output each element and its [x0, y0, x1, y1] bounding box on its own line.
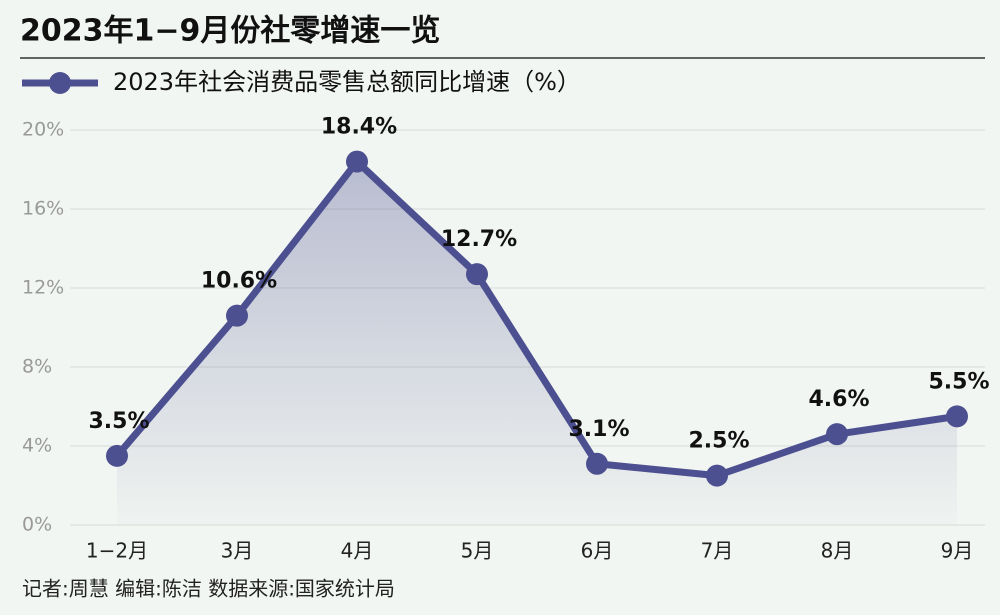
- legend: 2023年社会消费品零售总额同比增速（%）: [22, 68, 581, 96]
- point: [586, 452, 608, 475]
- data-label: 4.6%: [808, 387, 869, 412]
- x-tick-label: 8月: [821, 539, 854, 563]
- x-tick-label: 6月: [581, 539, 614, 563]
- x-tick-label: 9月: [941, 539, 974, 563]
- data-label: 18.4%: [321, 115, 397, 140]
- point: [946, 405, 968, 428]
- point: [466, 263, 488, 286]
- point: [346, 150, 368, 173]
- legend-label: 2023年社会消费品零售总额同比增速（%）: [113, 68, 581, 96]
- point: [826, 423, 848, 446]
- point: [106, 444, 128, 467]
- x-tick-label: 5月: [461, 539, 494, 563]
- point: [226, 304, 248, 327]
- point: [706, 464, 728, 487]
- data-label: 3.1%: [568, 417, 629, 442]
- y-tick-label: 8%: [22, 356, 52, 378]
- x-tick-label: 7月: [701, 539, 734, 563]
- data-label: 12.7%: [441, 227, 517, 252]
- y-tick-label: 20%: [22, 119, 64, 141]
- x-tick-label: 4月: [341, 539, 374, 563]
- source-note: 记者:周慧 编辑:陈洁 数据来源:国家统计局: [22, 577, 395, 601]
- chart-title: 2023年1−9月份社零增速一览: [20, 14, 440, 49]
- y-tick-label: 12%: [22, 277, 64, 299]
- x-tick-label: 1−2月: [86, 539, 148, 563]
- data-label: 3.5%: [88, 409, 149, 434]
- x-tick-label: 3月: [221, 539, 254, 563]
- line: [114, 158, 958, 480]
- data-label: 5.5%: [928, 369, 989, 394]
- data-label: 2.5%: [688, 429, 749, 454]
- y-tick-label: 4%: [22, 435, 52, 457]
- y-tick-label: 0%: [22, 514, 52, 536]
- area-fill: [117, 161, 957, 525]
- legend-marker: [49, 72, 71, 94]
- data-label: 10.6%: [201, 269, 277, 294]
- y-tick-label: 16%: [22, 198, 64, 220]
